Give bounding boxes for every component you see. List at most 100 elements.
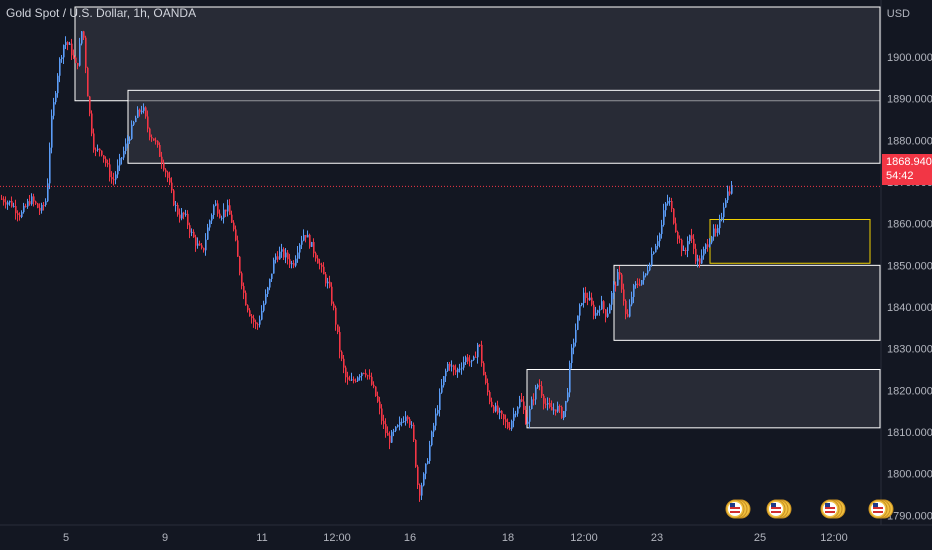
candle-body [371,376,373,385]
candle-body [583,292,585,303]
candle-body [697,258,699,262]
candle-body [61,57,63,59]
candle-body [253,318,255,322]
candle-body [377,396,379,402]
candle-body [435,413,437,426]
us-flag-icon[interactable] [868,499,894,519]
candle-body [509,427,511,429]
candle-body [113,179,115,181]
candle-body [649,264,651,271]
candle-body [245,292,247,306]
candle-body [629,304,631,317]
candle-body [277,256,279,260]
candle-body [119,158,121,166]
flag-canton [873,503,878,507]
candle-body [195,237,197,246]
candle-body [595,312,597,316]
price-tick-label: 1830.000 [887,344,932,356]
candle-body [33,196,35,202]
candle-body [363,373,365,375]
candle-body [125,143,127,151]
candle-body [209,220,211,228]
candle-body [481,344,483,364]
candle-body [497,405,499,413]
candle-body [607,313,609,317]
candle-body [155,140,157,142]
candle-body [715,228,717,233]
candle-body [423,473,425,486]
candle-body [393,430,395,432]
candle-body [657,241,659,246]
candle-body [549,403,551,407]
supply-demand-zone [127,89,881,164]
candle-body [465,357,467,363]
candle-body [71,43,73,56]
candle-body [91,113,93,134]
candle-body [485,375,487,384]
candle-body [111,177,113,180]
flag-stripe [730,511,740,513]
candle-body [65,42,67,46]
candle-body [361,373,363,377]
currency-label[interactable]: USD [886,8,910,20]
candle-body [173,190,175,206]
candle-body [719,219,721,229]
candle-body [411,424,413,426]
candle-body [311,242,313,247]
us-flag-icon[interactable] [766,499,792,519]
candle-body [691,235,693,239]
candle-body [29,201,31,205]
candle-body [17,213,19,216]
candle-body [1,198,3,200]
candle-body [349,379,351,381]
candle-body [41,204,43,211]
candle-body [215,203,217,206]
us-flag-icon[interactable] [820,499,846,519]
candle-body [123,150,125,158]
candle-body [593,304,595,316]
us-flag-icon[interactable] [725,499,751,519]
candle-body [3,199,5,203]
price-tick-label: 1790.000 [887,510,932,522]
candle-body [395,426,397,431]
candle-body [89,96,91,114]
candle-body [681,239,683,251]
candle-body [213,205,215,216]
candle-body [471,359,473,362]
candle-body [677,231,679,239]
highlight-zone [709,219,871,264]
candle-body [695,248,697,262]
candle-body [205,239,207,251]
candle-body [525,409,527,424]
candle-body [95,149,97,151]
candle-body [191,231,193,233]
candle-body [433,425,435,432]
candle-body [5,202,7,205]
time-tick-label: 25 [754,532,766,544]
candle-body [185,213,187,215]
candle-body [425,463,427,474]
candle-body [159,144,161,157]
candle-body [533,399,535,401]
candle-body [49,147,51,184]
candle-body [443,376,445,386]
candle-body [375,386,377,397]
candle-body [399,421,401,426]
candle-body [379,401,381,409]
candle-body [599,309,601,311]
candle-body [241,273,243,287]
candle-body [603,301,605,310]
candle-body [7,202,9,205]
candle-body [359,376,361,378]
candle-body [69,43,71,45]
price-tick-label: 1890.000 [887,94,932,106]
candle-body [331,286,333,304]
candle-body [333,303,335,308]
candle-body [197,243,199,246]
candle-body [507,422,509,428]
candle-body [141,110,143,113]
candle-body [285,252,287,258]
economic-events [725,499,894,519]
candle-body [229,205,231,215]
